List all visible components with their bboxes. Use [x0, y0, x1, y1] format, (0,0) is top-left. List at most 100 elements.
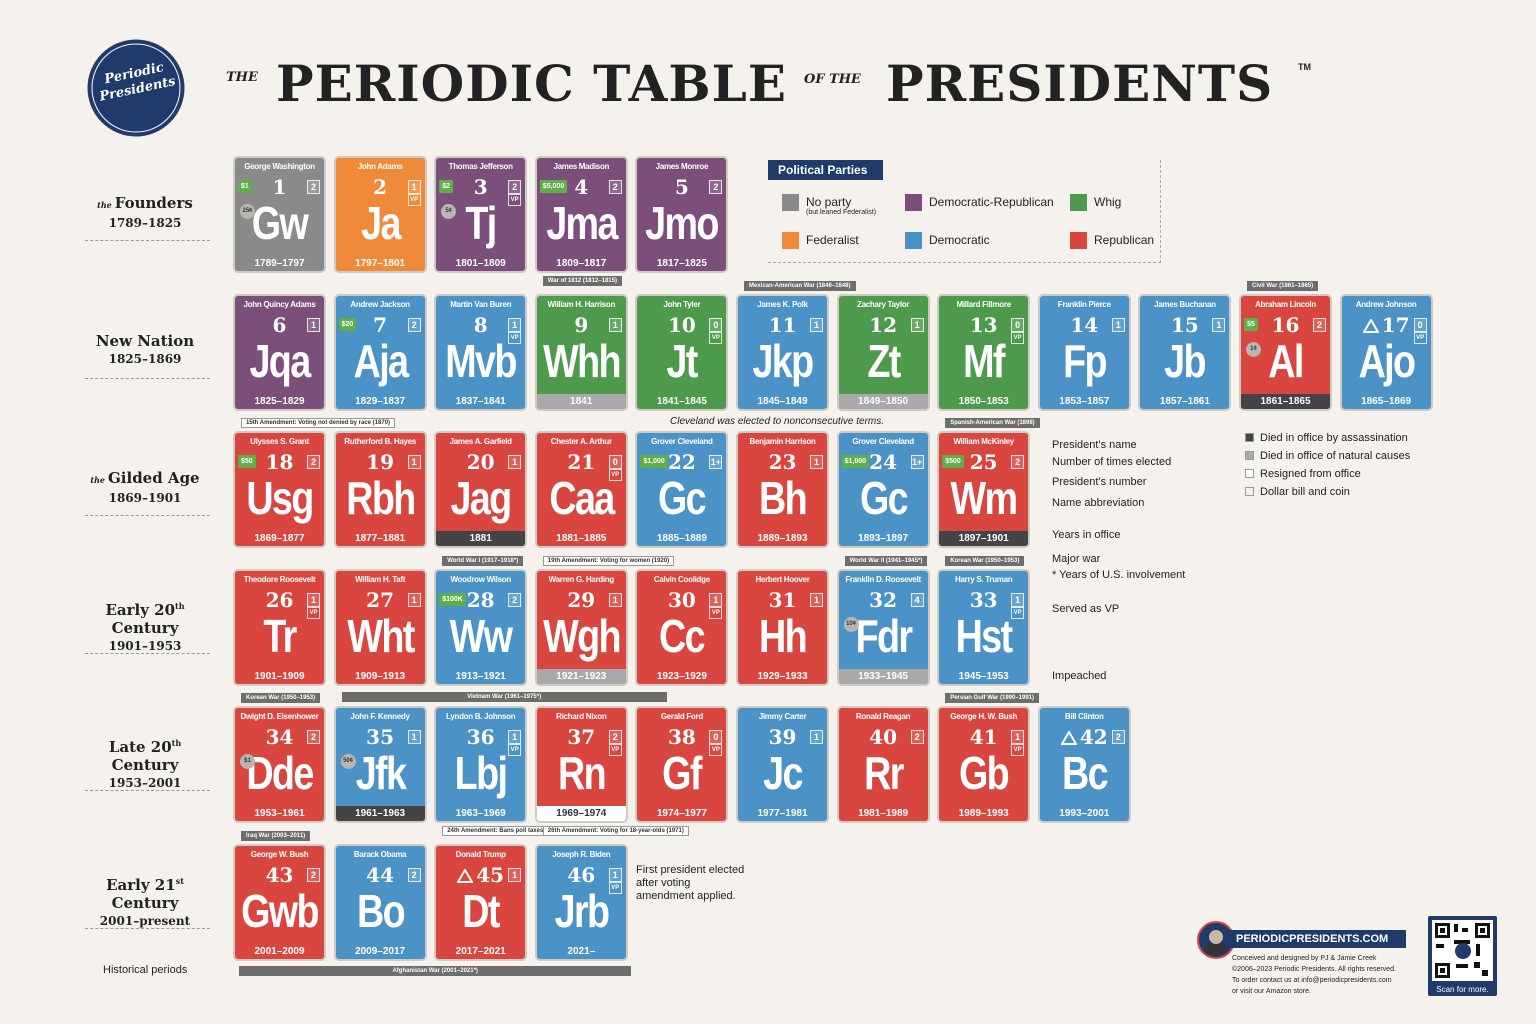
president-tile: Donald Trump 45 Dt 2017–2021 1 — [434, 844, 528, 961]
war-label: Vietnam War (1961–1975*) — [341, 692, 667, 702]
president-number: 20 — [436, 450, 525, 474]
times-elected: 1 — [810, 318, 823, 332]
president-name: Zachary Taylor — [857, 300, 910, 309]
president-number: 3 — [436, 175, 525, 199]
president-number: 21 — [537, 450, 626, 474]
name-abbreviation: Ajo — [1358, 335, 1415, 387]
president-number: 26 — [235, 588, 324, 612]
president-tile: Harry S. Truman 33 Hst 1945–1953 1 VP — [937, 569, 1031, 686]
period-name: Founders — [114, 194, 193, 212]
years-in-office: 1909–1913 — [355, 671, 406, 682]
president-name: Abraham Lincoln — [1255, 300, 1316, 309]
president-number-text: 8 — [473, 313, 488, 337]
years-in-office: 1961–1963 — [335, 806, 425, 821]
title-the: THE — [226, 70, 258, 85]
president-number-text: 31 — [768, 588, 797, 612]
legend-box — [768, 160, 1161, 263]
president-tile: Lyndon B. Johnson 36 Lbj 1963–1969 1 VP — [434, 706, 528, 823]
qr-box: Scan for more. — [1428, 916, 1497, 996]
served-as-vp: VP — [608, 469, 622, 481]
president-tile: Calvin Coolidge 30 Cc 1923–1929 1 VP — [635, 569, 729, 686]
years-in-office: 1829–1837 — [355, 396, 406, 407]
president-number: 23 — [738, 450, 827, 474]
name-abbreviation: Gf — [662, 747, 703, 799]
president-name: Theodore Roosevelt — [243, 575, 316, 584]
legend-label: Whig — [1094, 195, 1122, 209]
president-name: Lyndon B. Johnson — [446, 712, 516, 721]
coin: 1¢ — [1246, 342, 1261, 357]
years-in-office: 1837–1841 — [455, 396, 506, 407]
president-number: 17 — [1342, 313, 1431, 337]
president-tile: Warren G. Harding 29 Wgh 1921–1923 1 — [534, 569, 628, 686]
president-number-text: 29 — [567, 588, 596, 612]
name-abbreviation: Gw — [251, 197, 309, 249]
years-in-office: 1850–1853 — [958, 396, 1009, 407]
president-tile: Gerald Ford 38 Gf 1974–1977 0 VP — [635, 706, 729, 823]
times-elected: 2 — [608, 730, 622, 744]
president-number-text: 44 — [366, 863, 395, 887]
president-number-text: 23 — [768, 450, 797, 474]
period-name: Early 20 — [105, 601, 176, 619]
period-title: New Nation — [70, 332, 220, 350]
period-years: 1789–1825 — [108, 216, 182, 230]
president-number: 36 — [436, 725, 525, 749]
years-in-office: 2021– — [567, 946, 596, 957]
president-tile: George H. W. Bush 41 Gb 1989–1993 1 VP — [937, 706, 1031, 823]
times-elected: 4 — [910, 593, 924, 607]
title-end: PRESIDENTS — [886, 54, 1274, 113]
name-abbreviation: Jag — [450, 472, 513, 524]
name-abbreviation: Rr — [863, 747, 904, 799]
president-number-text: 7 — [373, 313, 388, 337]
president-number-text: 30 — [667, 588, 696, 612]
war-label: Afghanistan War (2001–2021*) — [239, 966, 632, 976]
president-number-text: 12 — [869, 313, 898, 337]
president-number: 31 — [738, 588, 827, 612]
qr-code — [1432, 920, 1493, 981]
times-elected: 1 — [1011, 730, 1025, 744]
president-name: George H. W. Bush — [950, 712, 1018, 721]
served-as-vp: VP — [1011, 332, 1025, 344]
name-abbreviation: Jmo — [645, 197, 720, 249]
president-number: 16 — [1241, 313, 1330, 337]
years-in-office: 1841–1845 — [656, 396, 707, 407]
period-prefix: the — [90, 475, 105, 485]
dollar-bill: $5 — [1244, 318, 1258, 331]
times-elected: 2 — [307, 868, 320, 882]
period-label: the Gilded Age 1869–1901 — [70, 469, 220, 507]
name-abbreviation: Rn — [557, 747, 607, 799]
president-name: Rutherford B. Hayes — [344, 437, 416, 446]
times-elected: 0 — [1413, 318, 1427, 332]
president-tile: James A. Garfield 20 Jag 1881 1 — [434, 431, 528, 548]
president-number: 2 — [336, 175, 425, 199]
times-elected: 1 — [307, 593, 320, 607]
years-in-office: 1885–1889 — [656, 533, 707, 544]
president-number: 45 — [436, 863, 525, 887]
times-elected: 1 — [810, 593, 823, 607]
period-divider — [85, 928, 210, 929]
served-as-vp: VP — [508, 744, 522, 756]
name-abbreviation: Jb — [1164, 335, 1207, 387]
years-in-office: 1969–1974 — [536, 806, 626, 821]
years-in-office: 1861–1865 — [1241, 394, 1330, 409]
legend-swatch — [1070, 194, 1087, 211]
times-elected: 1 — [407, 593, 421, 607]
trademark: TM — [1298, 62, 1311, 72]
president-name: Franklin D. Roosevelt — [845, 575, 921, 584]
president-tile: John Adams 2 Ja 1797–1801 1 VP — [333, 156, 427, 273]
coin: 10¢ — [843, 617, 859, 632]
name-abbreviation: Wm — [950, 472, 1019, 524]
president-name: Dwight D. Eisenhower — [240, 712, 319, 721]
president-number-text: 40 — [869, 725, 898, 749]
president-name: Barack Obama — [353, 850, 407, 859]
president-number: 25 — [939, 450, 1028, 474]
times-elected: 1 — [1111, 318, 1125, 332]
president-tile: Ronald Reagan 40 Rr 1981–1989 2 — [836, 706, 930, 823]
legend-swatch — [782, 232, 799, 249]
status-label: Died in office of natural causes — [1260, 450, 1411, 462]
war-label: Persian Gulf War (1990–1991) — [945, 693, 1040, 703]
president-name: Grover Cleveland — [852, 437, 914, 446]
period-name-2: Century — [111, 619, 179, 637]
president-number-text: 37 — [567, 725, 596, 749]
period-label: Early 21st Century 2001–present — [70, 872, 220, 930]
